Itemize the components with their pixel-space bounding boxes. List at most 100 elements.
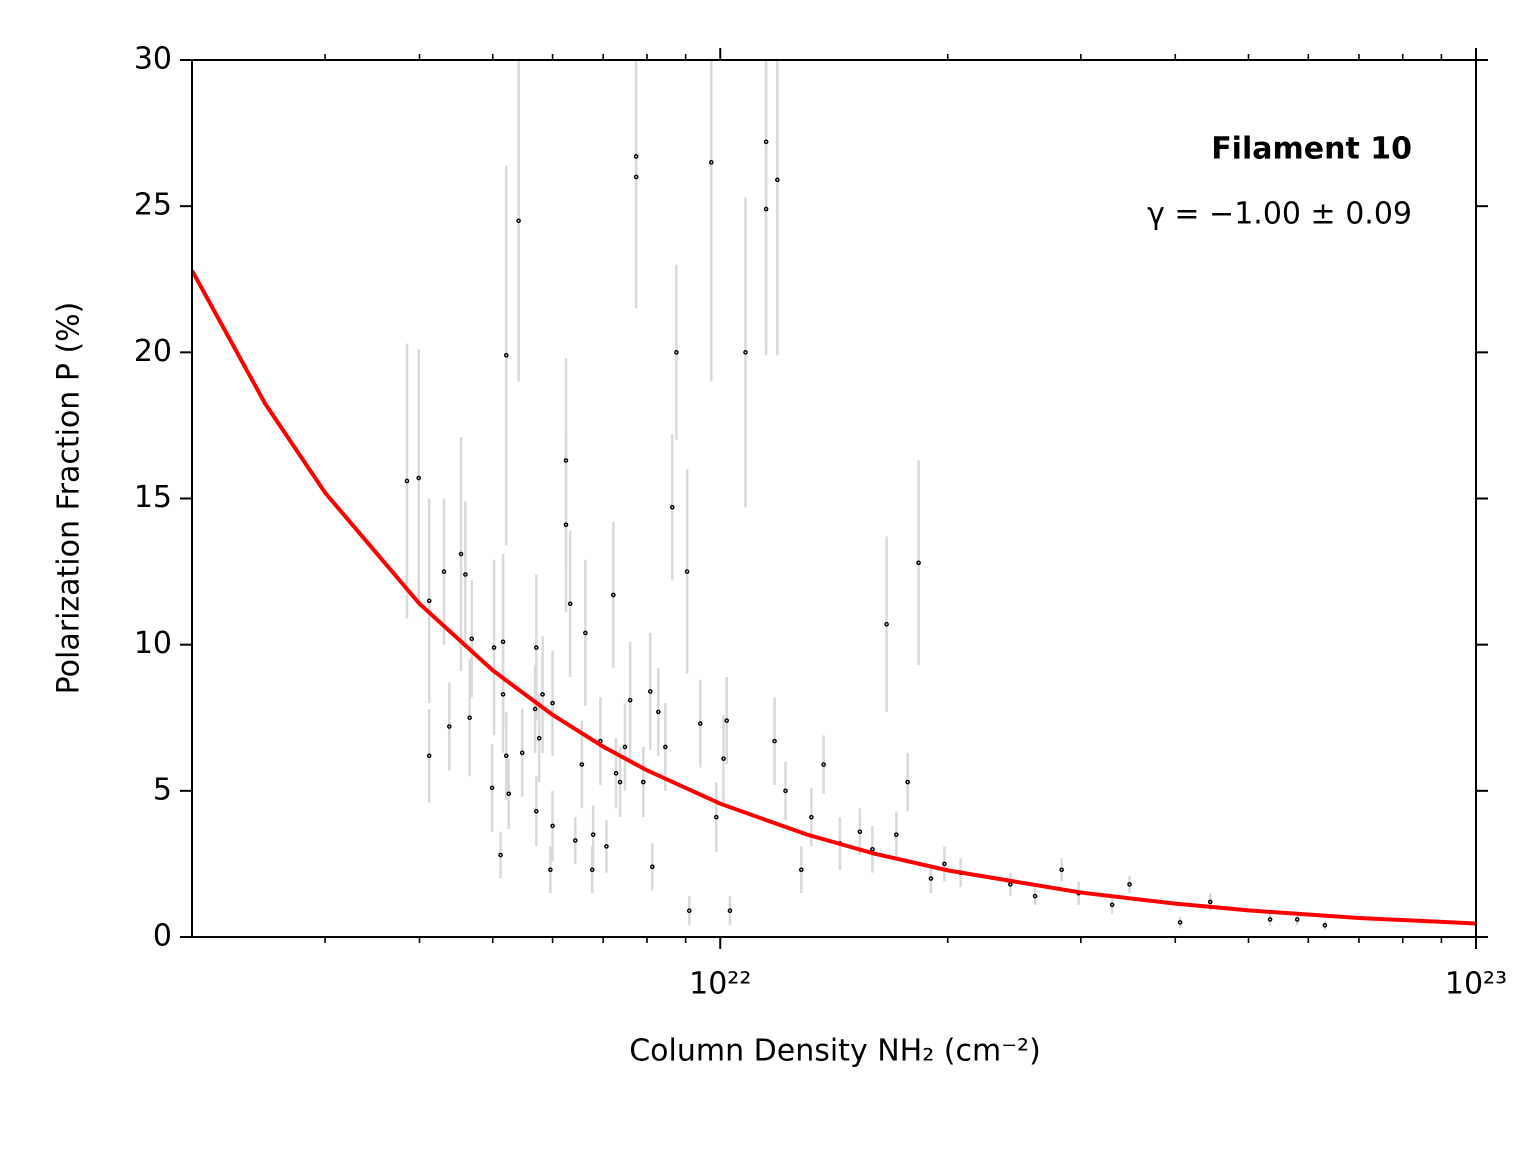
point (458, 551, 464, 557)
point (467, 715, 472, 721)
point (563, 522, 569, 528)
point (684, 569, 690, 574)
point (604, 844, 609, 849)
point (1322, 923, 1328, 928)
point (540, 692, 545, 697)
point (463, 572, 468, 577)
point (721, 756, 726, 761)
point (500, 639, 506, 645)
point (1059, 867, 1064, 873)
point (506, 791, 512, 797)
fit (192, 269, 1476, 926)
x-tick-label: 10²² (689, 967, 751, 1002)
y-tick-label: 0 (153, 919, 172, 954)
point (563, 458, 569, 463)
y-tick-label: 5 (153, 772, 172, 807)
point (590, 832, 596, 837)
point (1109, 902, 1115, 908)
point (503, 753, 509, 759)
point (589, 867, 595, 873)
point (905, 779, 910, 785)
annotation-fit: γ = −1.00 ± 0.09 (1147, 197, 1412, 232)
point (622, 744, 628, 750)
point (916, 560, 921, 566)
point (1267, 917, 1273, 922)
y-tick-label: 20 (134, 334, 172, 369)
point (655, 709, 661, 715)
point (894, 832, 899, 837)
point (870, 847, 875, 852)
point (579, 762, 585, 767)
fit-line (192, 269, 1476, 926)
point (532, 706, 538, 712)
point (928, 876, 934, 881)
point (567, 601, 573, 607)
point (727, 908, 733, 913)
point (775, 177, 780, 183)
point (498, 852, 503, 858)
point (519, 750, 525, 756)
point (446, 724, 452, 729)
point (416, 475, 421, 481)
y-tick-label: 25 (134, 188, 172, 223)
point (550, 823, 555, 829)
point (503, 352, 509, 358)
point (697, 721, 703, 726)
point (534, 645, 539, 650)
point (1207, 899, 1213, 905)
point (516, 218, 521, 224)
point (1032, 893, 1038, 899)
y-tick-label: 10 (134, 626, 172, 661)
point (536, 735, 542, 741)
x-tick-label: 10²³ (1445, 967, 1507, 1002)
point (884, 621, 889, 627)
point (489, 785, 495, 791)
error-bars (405, 60, 1327, 930)
point (798, 867, 804, 873)
points (404, 139, 1328, 928)
point (441, 569, 447, 574)
point (491, 645, 497, 650)
point (669, 504, 675, 510)
point (724, 718, 730, 723)
point (633, 174, 639, 180)
point (1177, 920, 1183, 925)
point (426, 598, 432, 604)
y-tick-label: 15 (134, 480, 172, 515)
y-axis-label: Polarization Fraction P (%) (52, 302, 87, 695)
point (426, 753, 432, 759)
x-axis-label: Column Density NH₂ (cm⁻²) (629, 1034, 1041, 1069)
point (663, 744, 668, 750)
point (404, 478, 410, 484)
point (809, 814, 814, 820)
point (713, 814, 719, 820)
annotation-title: Filament 10 (1211, 132, 1412, 167)
point (857, 829, 863, 835)
point (548, 867, 553, 873)
point (611, 592, 616, 598)
point (674, 350, 679, 355)
axes: 0 5 10 15 20 25 30 10²² 10²³ (134, 42, 1507, 1002)
point (821, 762, 826, 767)
point (647, 689, 653, 694)
point (583, 630, 588, 636)
point (627, 697, 633, 703)
point (500, 692, 506, 697)
point (1127, 882, 1132, 887)
point (534, 808, 539, 814)
point (763, 206, 769, 212)
point (763, 139, 769, 145)
point (633, 154, 639, 159)
point (783, 788, 788, 794)
point (743, 350, 748, 355)
point (469, 636, 475, 642)
point (550, 700, 555, 706)
y-tick-label: 30 (134, 42, 172, 77)
point (1294, 917, 1300, 922)
point (942, 861, 947, 867)
point (686, 908, 692, 913)
point (772, 738, 777, 744)
point (649, 864, 655, 870)
